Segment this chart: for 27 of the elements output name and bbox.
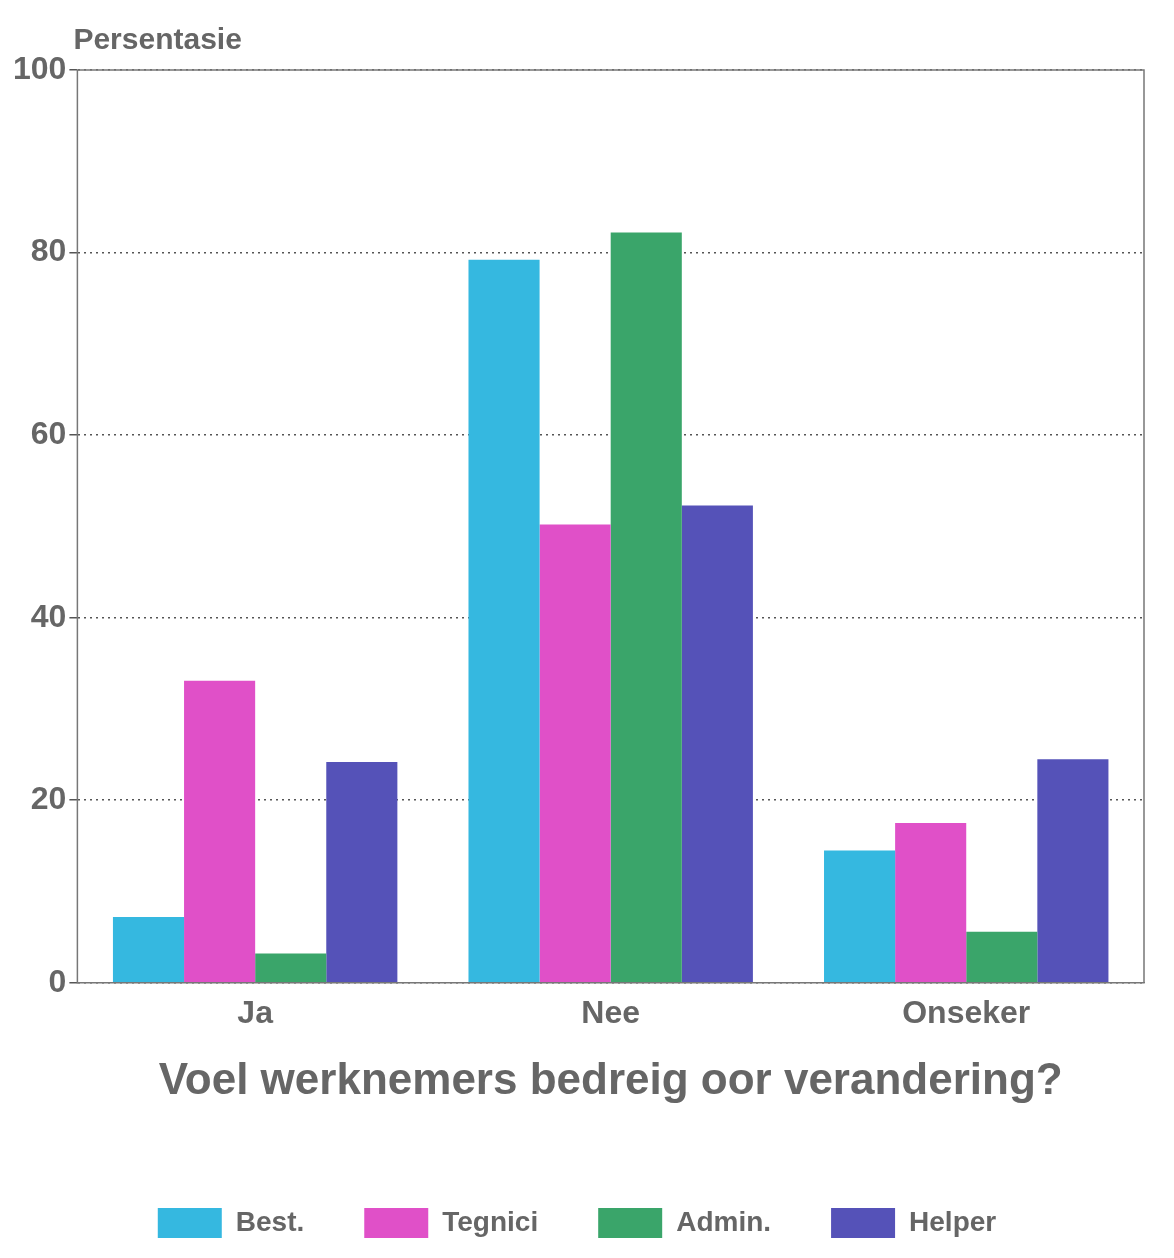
bar	[824, 850, 896, 983]
y-tick-label: 60	[30, 414, 67, 451]
y-tick-label: 20	[30, 780, 67, 817]
y-tick-label: 100	[13, 49, 67, 86]
y-tick-label: 40	[30, 597, 67, 634]
bar	[539, 524, 611, 983]
legend-label: Admin.	[676, 1205, 772, 1237]
bar	[255, 953, 327, 983]
bar	[966, 931, 1038, 983]
bar	[326, 761, 398, 983]
y-axis-title: Persentasie	[73, 22, 242, 56]
bar	[1037, 759, 1109, 983]
bar	[895, 823, 967, 983]
x-tick-label: Nee	[581, 993, 641, 1030]
bar	[610, 232, 682, 983]
legend-label: Helper	[909, 1205, 997, 1237]
y-tick-label: 0	[48, 962, 67, 999]
x-tick-label: Ja	[237, 993, 274, 1030]
y-tick-label: 80	[30, 232, 67, 269]
legend-label: Best.	[235, 1205, 305, 1237]
legend-label: Tegnici	[442, 1205, 539, 1237]
bar	[468, 259, 540, 983]
bar	[112, 917, 185, 983]
bar	[184, 680, 256, 983]
bar	[681, 505, 753, 983]
x-tick-label: Onseker	[902, 993, 1031, 1030]
x-axis-title: Voel werknemers bedreig oor verandering?	[158, 1053, 1063, 1103]
